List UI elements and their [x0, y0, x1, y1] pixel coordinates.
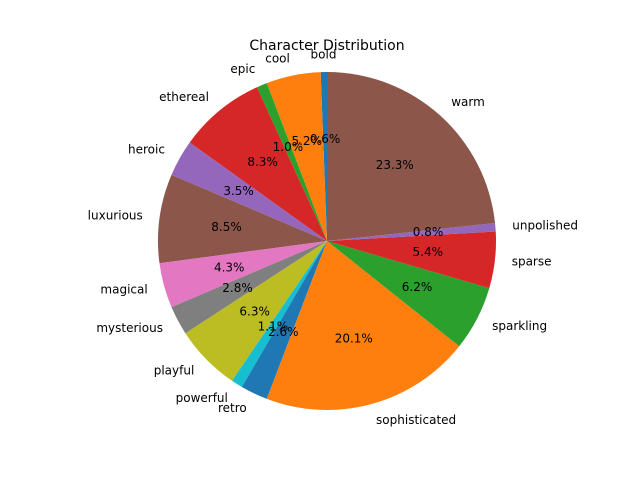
pie-slices: [158, 72, 496, 410]
slice-pct-sparkling: 6.2%: [402, 280, 433, 294]
slice-pct-epic: 1.0%: [273, 140, 304, 154]
slice-pct-cool: 5.2%: [291, 134, 322, 148]
pie-slice-playful: [185, 241, 327, 381]
slice-label-ethereal: ethereal: [159, 90, 209, 104]
slice-label-epic: epic: [230, 62, 255, 76]
slice-pct-magical: 4.3%: [214, 260, 245, 274]
pie-slice-powerful: [232, 241, 327, 388]
pie-slice-cool: [266, 72, 327, 241]
slice-label-sophisticated: sophisticated: [376, 413, 456, 427]
slice-label-heroic: heroic: [128, 142, 165, 156]
slice-pct-sparse: 5.4%: [413, 245, 444, 259]
pie-slice-ethereal: [189, 87, 327, 241]
slice-label-unpolished: unpolished: [512, 218, 578, 232]
pie-slice-heroic: [171, 142, 327, 241]
pie-slice-unpolished: [327, 222, 496, 241]
slice-label-sparkling: sparkling: [492, 319, 547, 333]
slice-pct-sophisticated: 20.1%: [335, 331, 373, 345]
pie-slice-magical: [159, 241, 327, 308]
slice-pct-retro: 2.6%: [268, 325, 299, 339]
slice-label-retro: retro: [218, 401, 247, 415]
pie-slice-sparkling: [327, 241, 490, 347]
slice-label-playful: playful: [154, 364, 195, 378]
pie-slice-retro: [241, 241, 327, 399]
slice-pct-ethereal: 8.3%: [247, 155, 278, 169]
pie-slice-sophisticated: [266, 241, 460, 410]
slice-pct-mysterious: 2.8%: [222, 281, 253, 295]
pie-slice-mysterious: [171, 241, 327, 334]
slice-pct-powerful: 1.1%: [258, 319, 289, 333]
slice-label-bold: bold: [311, 48, 337, 62]
pie-slice-epic: [256, 83, 327, 241]
pie-slice-sparse: [327, 231, 496, 289]
slice-label-warm: warm: [451, 95, 485, 109]
pie-slice-bold: [320, 72, 327, 241]
slice-label-cool: cool: [265, 51, 290, 65]
slice-pct-heroic: 3.5%: [223, 184, 254, 198]
slice-pct-playful: 6.3%: [239, 305, 270, 319]
pie-labels: bold 0.6% cool 5.2% epic 1.0% ethereal 8.3% hero…: [88, 48, 578, 427]
slice-label-sparse: sparse: [512, 254, 552, 268]
slice-label-luxurious: luxurious: [88, 208, 143, 222]
slice-label-magical: magical: [100, 283, 147, 297]
slice-label-powerful: powerful: [176, 391, 228, 405]
slice-pct-warm: 23.3%: [376, 158, 414, 172]
chart-title: Character Distribution: [249, 38, 404, 54]
slice-pct-bold: 0.6%: [310, 132, 341, 146]
slice-label-mysterious: mysterious: [96, 321, 163, 335]
slice-pct-luxurious: 8.5%: [211, 220, 242, 234]
slice-pct-unpolished: 0.8%: [413, 225, 444, 239]
pie-slice-warm: [327, 72, 496, 241]
pie-slice-luxurious: [158, 174, 327, 264]
